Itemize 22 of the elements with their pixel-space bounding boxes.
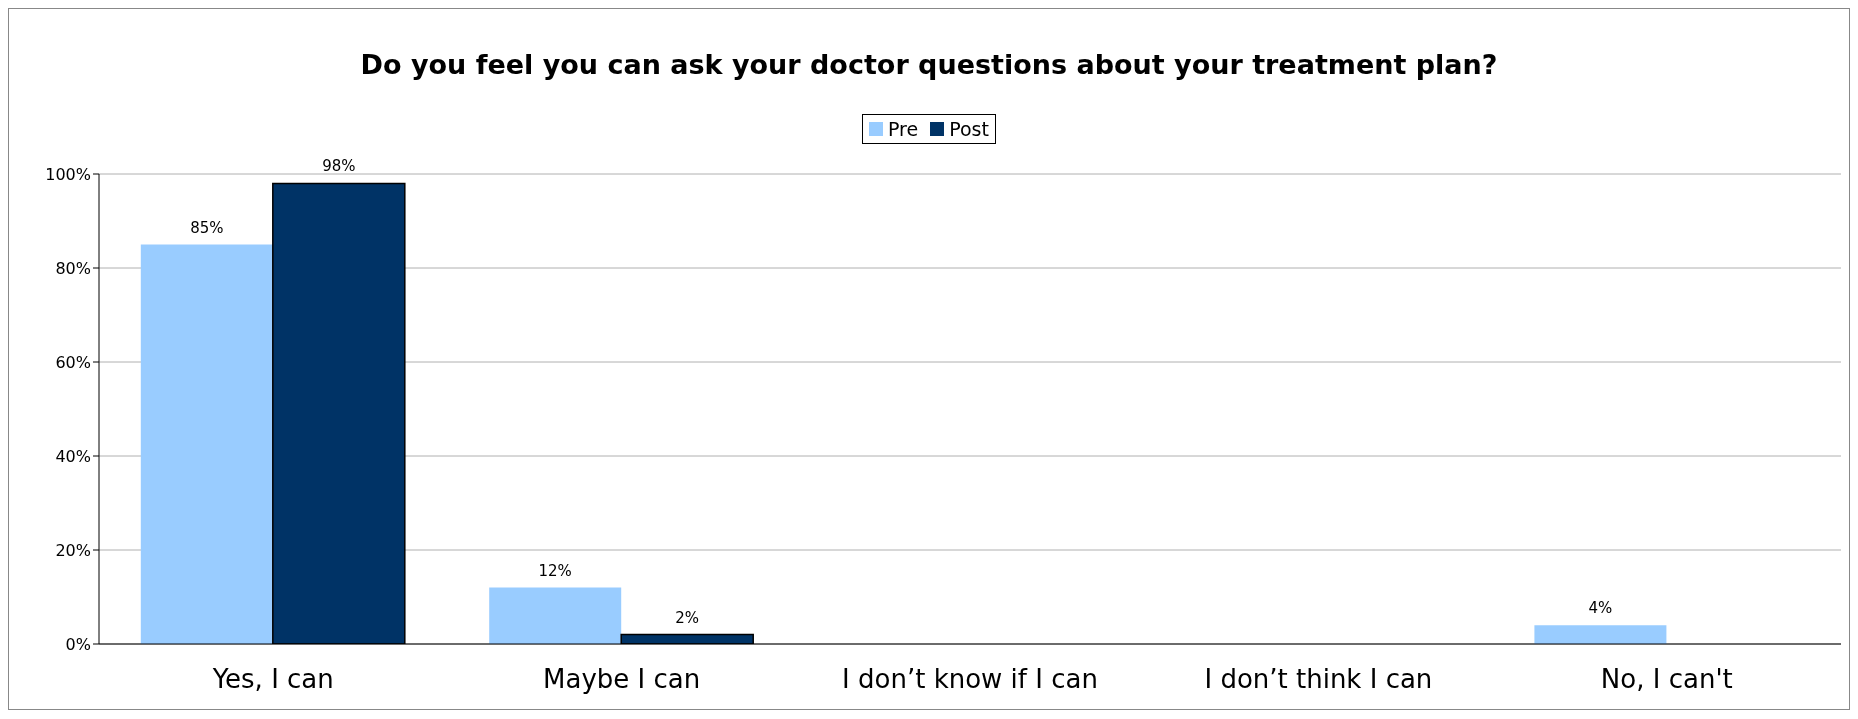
legend-label: Post: [948, 118, 989, 140]
bar: [1534, 625, 1667, 644]
chart-title: Do you feel you can ask your doctor questions about your treatment plan?: [359, 49, 1499, 80]
x-tick-label: No, I can't: [1600, 664, 1733, 695]
data-label: 4%: [1588, 599, 1613, 618]
y-tick-label: 100%: [45, 164, 91, 184]
x-tick-label: Yes, I can: [211, 664, 334, 695]
bar: [489, 587, 622, 644]
data-label: 98%: [322, 157, 356, 176]
x-tick-label: I don’t think I can: [1204, 664, 1433, 695]
x-tick-label: Maybe I can: [543, 664, 701, 695]
y-tick-label: 60%: [55, 352, 91, 372]
data-label: 85%: [190, 218, 224, 237]
legend-label: Pre: [887, 118, 919, 140]
data-label: 12%: [538, 561, 572, 580]
y-tick-label: 0%: [65, 634, 91, 654]
y-tick-label: 20%: [55, 540, 91, 560]
y-tick-label: 80%: [55, 258, 91, 278]
y-tick-label: 40%: [55, 446, 91, 466]
bar: [140, 244, 273, 644]
data-label: 2%: [675, 608, 700, 627]
x-tick-label: I don’t know if I can: [842, 664, 1098, 695]
